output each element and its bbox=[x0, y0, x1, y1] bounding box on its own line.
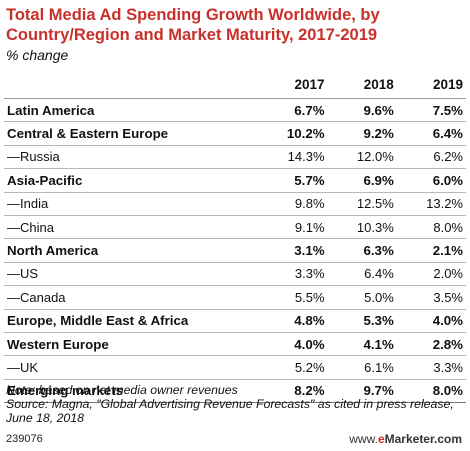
table-row: —UK 5.2% 6.1% 3.3% bbox=[4, 355, 466, 380]
table-row: Europe, Middle East & Africa 4.8% 5.3% 4.0% bbox=[4, 309, 466, 333]
row-label: Central & Eastern Europe bbox=[4, 121, 257, 146]
cell-2019: 6.4% bbox=[396, 121, 466, 146]
cell-2019: 2.8% bbox=[396, 332, 466, 357]
cell-2017: 9.1% bbox=[257, 215, 328, 240]
cell-2017: 4.8% bbox=[257, 309, 328, 333]
cell-2017: 14.3% bbox=[257, 145, 328, 170]
brand-logo[interactable]: www.eMarketer.com bbox=[349, 432, 462, 446]
cell-2019: 6.0% bbox=[396, 168, 466, 193]
row-label: —Canada bbox=[4, 285, 257, 310]
cell-2019: 13.2% bbox=[396, 192, 466, 216]
row-label: —India bbox=[4, 192, 257, 216]
chart-id: 239076 bbox=[6, 433, 43, 445]
header-2019: 2019 bbox=[396, 70, 466, 99]
row-label: —US bbox=[4, 262, 257, 287]
header-2018: 2018 bbox=[327, 70, 397, 99]
cell-2018: 9.2% bbox=[327, 121, 397, 146]
table-row: Emerging markets 8.2% 9.7% 8.0% bbox=[4, 379, 466, 404]
cell-2017: 6.7% bbox=[257, 98, 328, 123]
cell-2019: 3.5% bbox=[396, 285, 466, 310]
cell-2018: 4.1% bbox=[327, 332, 397, 357]
note-text: Note: based on net media owner revenues bbox=[6, 383, 238, 397]
data-table: 2017 2018 2019 Latin America 6.7% 9.6% 7.5%… bbox=[4, 70, 466, 404]
table-row: Latin America 6.7% 9.6% 7.5% bbox=[4, 98, 466, 123]
cell-2019: 7.5% bbox=[396, 98, 466, 123]
cell-2017: 3.1% bbox=[257, 238, 328, 263]
table-row: —Russia 14.3% 12.0% 6.2% bbox=[4, 145, 466, 170]
row-label: Latin America bbox=[4, 98, 257, 123]
cell-2017: 10.2% bbox=[257, 121, 328, 146]
cell-2018: 12.0% bbox=[327, 145, 397, 170]
row-label: Europe, Middle East & Africa bbox=[4, 309, 257, 333]
table-row: —India 9.8% 12.5% 13.2% bbox=[4, 192, 466, 216]
row-label: —UK bbox=[4, 355, 257, 380]
cell-2019: 2.0% bbox=[396, 262, 466, 287]
row-label: Emerging markets bbox=[4, 379, 257, 404]
table-row: —US 3.3% 6.4% 2.0% bbox=[4, 262, 466, 287]
cell-2019: 3.3% bbox=[396, 355, 466, 380]
cell-2018: 5.0% bbox=[327, 285, 397, 310]
header-label bbox=[4, 70, 257, 99]
row-label: —China bbox=[4, 215, 257, 240]
cell-2017: 4.0% bbox=[257, 332, 328, 357]
cell-2019: 4.0% bbox=[396, 309, 466, 333]
table-header-row: 2017 2018 2019 bbox=[4, 70, 466, 99]
table-row: —Canada 5.5% 5.0% 3.5% bbox=[4, 285, 466, 310]
cell-2018: 9.6% bbox=[327, 98, 397, 123]
cell-2018: 6.3% bbox=[327, 238, 397, 263]
table-body: Latin America 6.7% 9.6% 7.5% Central & Easte… bbox=[4, 98, 466, 404]
table-row: —China 9.1% 10.3% 8.0% bbox=[4, 215, 466, 240]
cell-2017: 8.2% bbox=[257, 379, 328, 404]
cell-2017: 5.7% bbox=[257, 168, 328, 193]
cell-2018: 5.3% bbox=[327, 309, 397, 333]
cell-2019: 8.0% bbox=[396, 215, 466, 240]
row-label: Western Europe bbox=[4, 332, 257, 357]
cell-2018: 6.1% bbox=[327, 355, 397, 380]
cell-2017: 5.5% bbox=[257, 285, 328, 310]
cell-2017: 5.2% bbox=[257, 355, 328, 380]
notes-block: Note: based on net media owner revenues … bbox=[6, 383, 466, 425]
chart-subtitle: % change bbox=[6, 47, 69, 63]
row-label: Asia-Pacific bbox=[4, 168, 257, 193]
table-row: Central & Eastern Europe 10.2% 9.2% 6.4% bbox=[4, 121, 466, 146]
cell-2019: 2.1% bbox=[396, 238, 466, 263]
cell-2018: 10.3% bbox=[327, 215, 397, 240]
cell-2019: 8.0% bbox=[396, 379, 466, 404]
cell-2018: 9.7% bbox=[327, 379, 397, 404]
cell-2017: 3.3% bbox=[257, 262, 328, 287]
header-2017: 2017 bbox=[257, 70, 328, 99]
cell-2017: 9.8% bbox=[257, 192, 328, 216]
row-label: —Russia bbox=[4, 145, 257, 170]
table-row: North America 3.1% 6.3% 2.1% bbox=[4, 238, 466, 263]
table-row: Western Europe 4.0% 4.1% 2.8% bbox=[4, 332, 466, 357]
table-row: Asia-Pacific 5.7% 6.9% 6.0% bbox=[4, 168, 466, 193]
cell-2018: 12.5% bbox=[327, 192, 397, 216]
cell-2018: 6.9% bbox=[327, 168, 397, 193]
cell-2019: 6.2% bbox=[396, 145, 466, 170]
cell-2018: 6.4% bbox=[327, 262, 397, 287]
row-label: North America bbox=[4, 238, 257, 263]
chart-title: Total Media Ad Spending Growth Worldwide… bbox=[6, 6, 380, 44]
source-text: Source: Magna, "Global Advertising Reven… bbox=[6, 397, 454, 425]
